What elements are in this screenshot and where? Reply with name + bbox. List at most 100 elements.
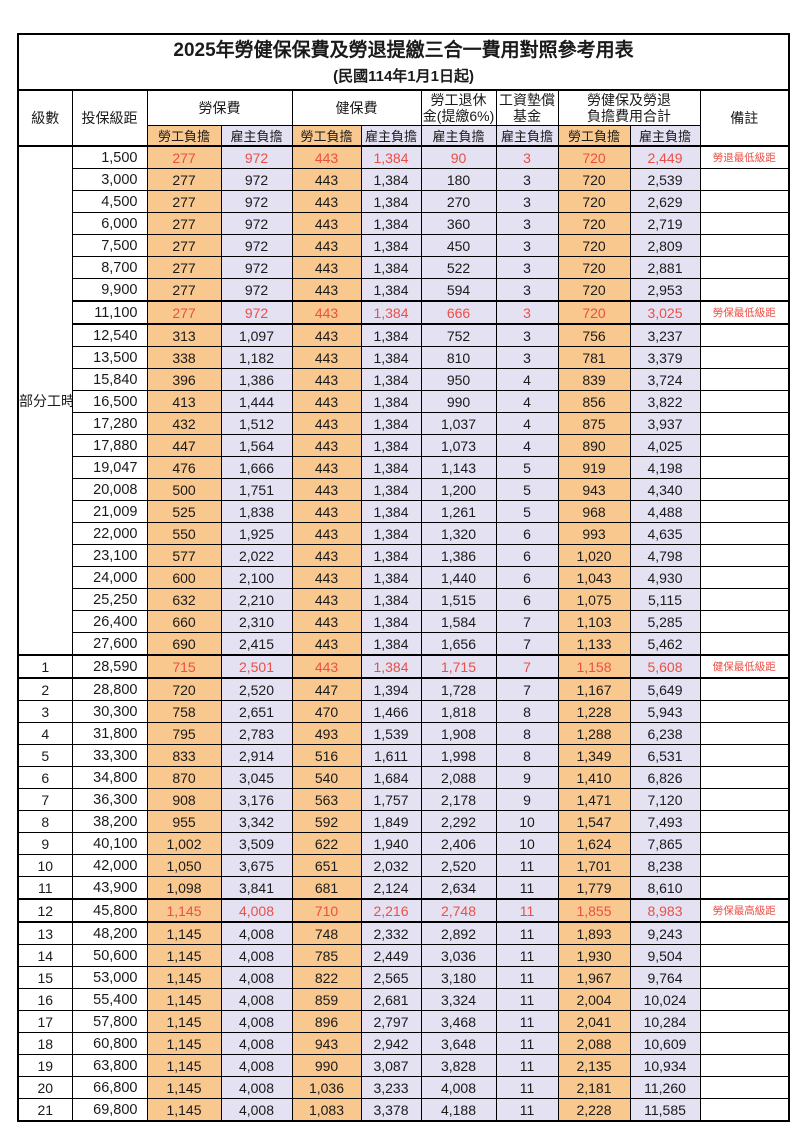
- value-cell: 1,384: [360, 412, 422, 435]
- bracket-cell: 60,800: [71, 1032, 148, 1055]
- remark-cell: [699, 632, 790, 656]
- value-cell: 443: [291, 412, 362, 435]
- bracket-cell: 11,100: [71, 300, 148, 325]
- value-cell: 2,634: [420, 876, 497, 900]
- value-cell: 11: [495, 988, 559, 1011]
- value-cell: 7: [495, 610, 559, 633]
- table-row: 26,400 660 2,310 443 1,384 1,584 7 1,103 5,285: [18, 610, 790, 633]
- value-cell: 277: [146, 234, 222, 257]
- value-cell: 1,384: [360, 566, 422, 589]
- value-cell: 2,809: [629, 234, 701, 257]
- value-cell: 1,083: [291, 1098, 362, 1122]
- value-cell: 3: [495, 145, 559, 169]
- value-cell: 2,520: [420, 854, 497, 877]
- value-cell: 6,826: [629, 766, 701, 789]
- value-cell: 432: [146, 412, 222, 435]
- remark-cell: [699, 478, 790, 501]
- value-cell: 748: [291, 921, 362, 945]
- level-cell: 2: [17, 677, 73, 701]
- header-total-employee: 勞工負擔: [557, 125, 631, 147]
- bracket-cell: 7,500: [71, 234, 148, 257]
- level-cell: 14: [17, 944, 73, 967]
- value-cell: 4,008: [220, 1098, 293, 1122]
- value-cell: 1,145: [146, 1010, 222, 1033]
- value-cell: 5,608: [629, 654, 701, 679]
- value-cell: 443: [291, 632, 362, 656]
- header-level: 級數: [17, 89, 73, 147]
- table-row: 14 50,600 1,145 4,008 785 2,449 3,036 11 1,930 9,…: [17, 944, 790, 967]
- value-cell: 720: [557, 234, 631, 257]
- value-cell: 7,493: [629, 810, 701, 833]
- value-cell: 1,103: [557, 610, 631, 633]
- value-cell: 1,384: [360, 190, 422, 213]
- value-cell: 277: [146, 212, 222, 235]
- value-cell: 7,120: [629, 788, 701, 811]
- value-cell: 943: [557, 478, 631, 501]
- header-wage-fund: 工資墊償 基金: [495, 89, 559, 126]
- value-cell: 1,384: [360, 300, 422, 325]
- header-pension-line1: 勞工退休: [430, 92, 487, 108]
- value-cell: 3,324: [420, 988, 497, 1011]
- value-cell: 4,635: [629, 522, 701, 545]
- value-cell: 5,943: [629, 700, 701, 723]
- value-cell: 4,008: [220, 921, 293, 945]
- bracket-cell: 22,000: [71, 522, 148, 545]
- remark-cell: [699, 1010, 790, 1033]
- remark-cell: [699, 434, 790, 457]
- value-cell: 2,332: [360, 921, 422, 945]
- value-cell: 2,797: [360, 1010, 422, 1033]
- value-cell: 3,468: [420, 1010, 497, 1033]
- value-cell: 3,841: [220, 876, 293, 900]
- remark-cell: [699, 566, 790, 589]
- value-cell: 1,384: [360, 256, 422, 279]
- value-cell: 7: [495, 677, 559, 701]
- value-cell: 2,892: [420, 921, 497, 945]
- remark-cell: [699, 522, 790, 545]
- value-cell: 1,584: [420, 610, 497, 633]
- value-cell: 313: [146, 323, 222, 347]
- value-cell: 1,097: [220, 323, 293, 347]
- value-cell: 972: [220, 234, 293, 257]
- value-cell: 5: [495, 500, 559, 523]
- value-cell: 540: [291, 766, 362, 789]
- bracket-cell: 40,100: [71, 832, 148, 855]
- value-cell: 1,384: [360, 390, 422, 413]
- value-cell: 4,008: [220, 1032, 293, 1055]
- remark-cell: 勞保最低級距: [699, 300, 790, 325]
- value-cell: 990: [420, 390, 497, 413]
- bracket-cell: 23,100: [71, 544, 148, 567]
- value-cell: 2,942: [360, 1032, 422, 1055]
- value-cell: 443: [291, 478, 362, 501]
- value-cell: 396: [146, 368, 222, 391]
- value-cell: 715: [146, 654, 222, 679]
- value-cell: 443: [291, 434, 362, 457]
- table-row: 10 42,000 1,050 3,675 651 2,032 2,520 11 1,701 8,…: [17, 854, 790, 877]
- value-cell: 3,509: [220, 832, 293, 855]
- table-row: 24,000 600 2,100 443 1,384 1,440 6 1,043 4,930: [18, 566, 790, 589]
- value-cell: 955: [146, 810, 222, 833]
- value-cell: 3: [495, 300, 559, 325]
- table-row: 15 53,000 1,145 4,008 822 2,565 3,180 11 1,967 9,…: [17, 966, 790, 989]
- value-cell: 2,681: [360, 988, 422, 1011]
- value-cell: 1,547: [557, 810, 631, 833]
- remark-cell: [699, 168, 790, 191]
- value-cell: 3: [495, 256, 559, 279]
- value-cell: 2,178: [420, 788, 497, 811]
- value-cell: 3: [495, 346, 559, 369]
- value-cell: 3,822: [629, 390, 701, 413]
- remark-cell: [699, 988, 790, 1011]
- value-cell: 690: [146, 632, 222, 656]
- value-cell: 8: [495, 700, 559, 723]
- bracket-cell: 6,000: [71, 212, 148, 235]
- value-cell: 720: [146, 677, 222, 701]
- value-cell: 2,004: [557, 988, 631, 1011]
- level-cell: 9: [17, 832, 73, 855]
- value-cell: 785: [291, 944, 362, 967]
- bracket-cell: 43,900: [71, 876, 148, 900]
- value-cell: 1,515: [420, 588, 497, 611]
- value-cell: 2,629: [629, 190, 701, 213]
- value-cell: 943: [291, 1032, 362, 1055]
- remark-cell: [699, 588, 790, 611]
- bracket-cell: 3,000: [71, 168, 148, 191]
- value-cell: 1,757: [360, 788, 422, 811]
